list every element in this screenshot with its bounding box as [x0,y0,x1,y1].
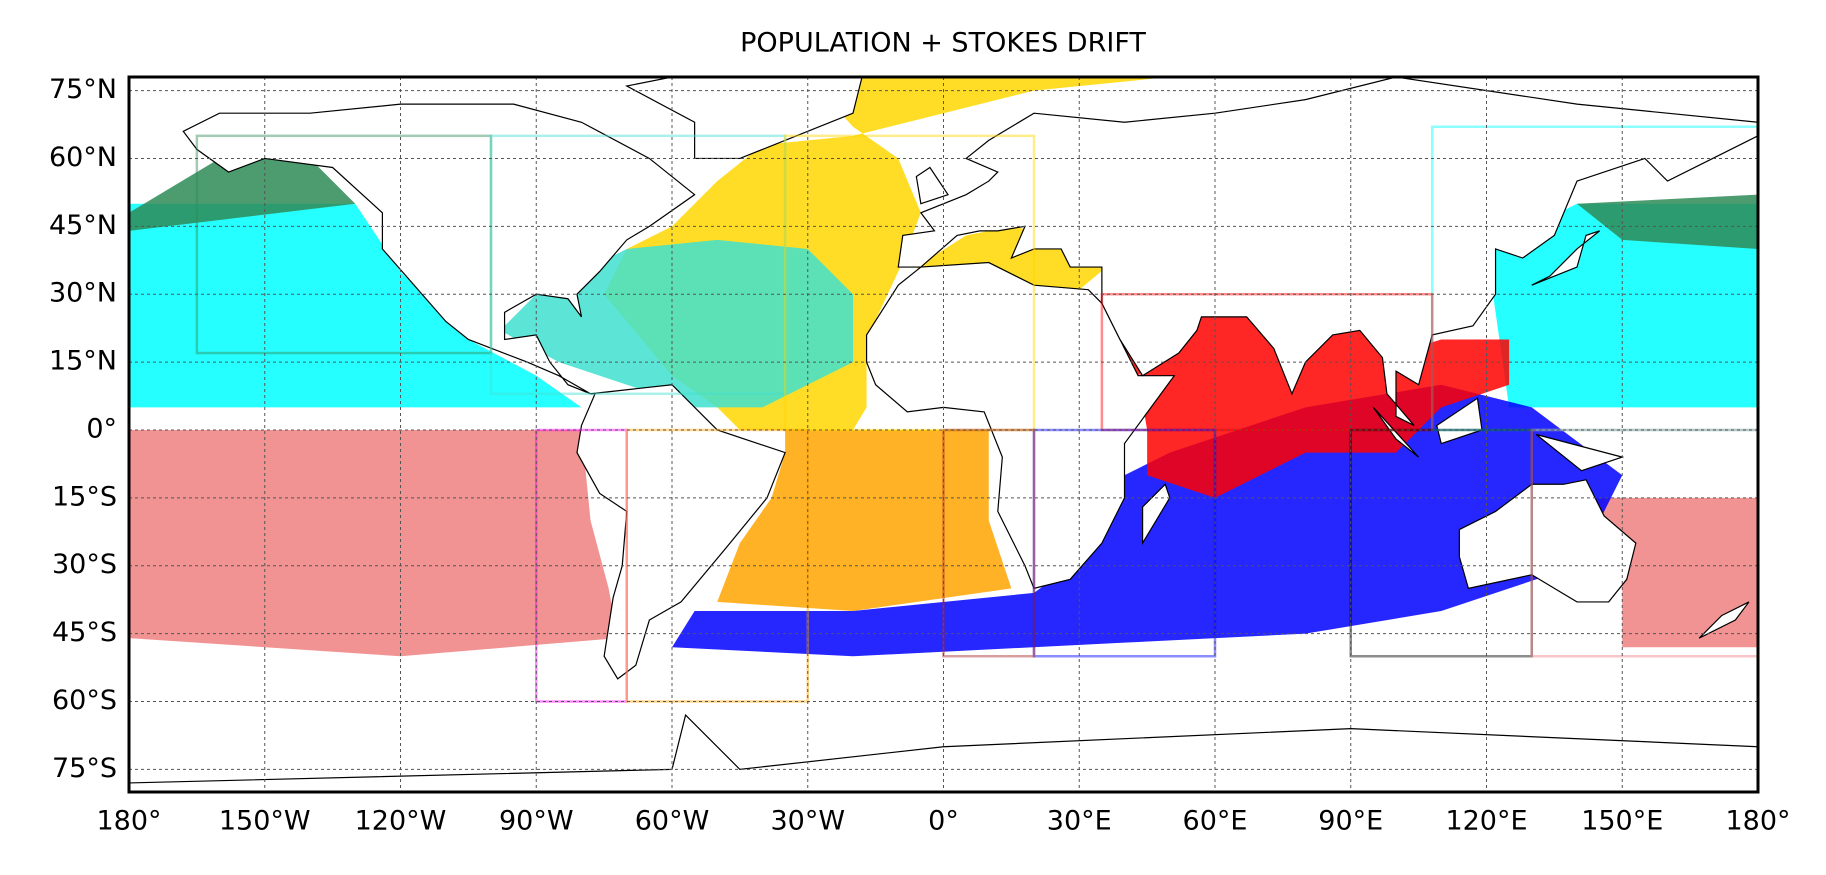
land [129,713,1758,792]
particle-cloud [129,429,618,657]
land [1372,406,1420,458]
y-tick-label: 15°N [49,346,117,377]
plot-frame [127,75,1760,794]
land [897,77,1758,426]
source-region [195,134,493,355]
y-tick-label: 45°S [52,617,117,648]
y-tick-label: 30°N [49,278,117,309]
land [1698,601,1750,639]
x-tick-label: 30°W [770,806,845,837]
y-tick-label: 75°N [49,74,117,105]
source-region [489,134,787,396]
particle-cloud [1531,497,1758,648]
y-tick-label: 0° [86,413,117,444]
land [1535,433,1625,472]
x-tick-label: 180° [1725,806,1790,837]
y-tick-label: 60°N [49,142,117,173]
y-tick-label: 45°N [49,210,117,241]
x-tick-label: 60°E [1183,806,1248,837]
land [624,77,863,160]
x-tick-label: 120°W [355,806,447,837]
source-region [1349,428,1533,658]
x-tick-label: 90°W [499,806,574,837]
x-tick-label: 60°W [635,806,710,837]
particle-cloud [129,158,356,231]
particle-cloud [129,203,582,408]
x-tick-label: 120°E [1445,806,1527,837]
chart-title: POPULATION + STOKES DRIFT [740,28,1146,59]
source-region [1530,428,1758,658]
x-tick-label: 150°E [1581,806,1663,837]
land [1531,230,1600,286]
x-tick-label: 30°E [1047,806,1112,837]
land [915,166,949,205]
x-tick-label: 90°E [1318,806,1383,837]
x-tick-label: 180° [96,806,161,837]
source-region [1032,428,1217,658]
x-tick-label: 150°W [219,806,311,837]
land [1141,483,1171,546]
land [576,384,786,680]
y-tick-label: 15°S [52,481,117,512]
y-tick-label: 75°S [52,753,117,784]
land [1458,479,1637,603]
x-tick-label: 0° [928,806,959,837]
y-tick-label: 30°S [52,549,117,580]
y-tick-label: 60°S [52,685,117,716]
land [182,103,696,395]
